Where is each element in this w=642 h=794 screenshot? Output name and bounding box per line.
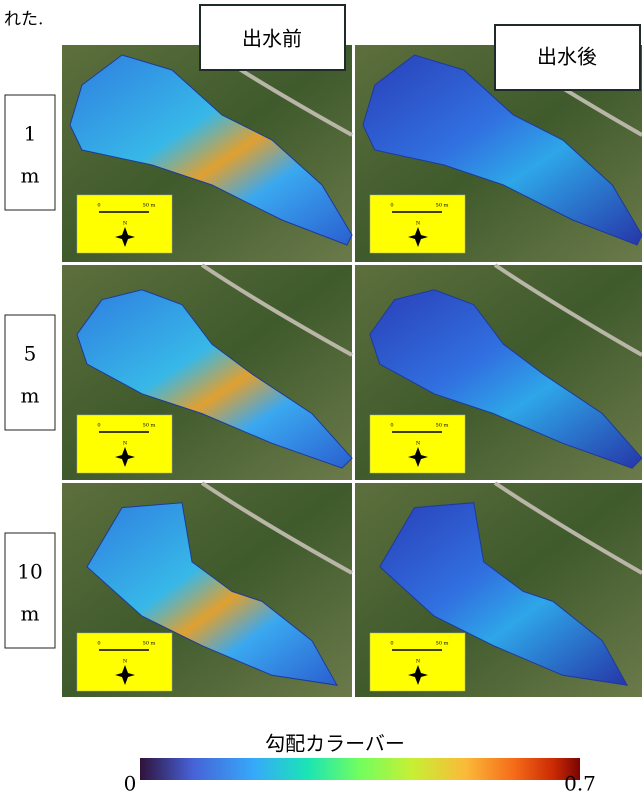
scale-length: 50 m: [143, 423, 156, 429]
scale-length: 50 m: [436, 203, 449, 209]
colorbar-min: 0: [124, 772, 137, 794]
north-label: N: [416, 659, 421, 665]
column-header: 出水後: [537, 45, 597, 69]
north-label: N: [416, 441, 421, 447]
row-label-unit: m: [21, 164, 40, 188]
caption-fragment: れた.: [4, 10, 43, 30]
row-label-box: [5, 315, 55, 430]
scale-length: 50 m: [436, 423, 449, 429]
scale-length: 50 m: [143, 203, 156, 209]
north-label: N: [123, 441, 128, 447]
figure: れた. 1 m 0 50 m N 0 50 m N 5 m 0 50 m N 0 50 m N 10 m 0 50 m…: [0, 0, 642, 794]
scale-zero: 0: [390, 203, 393, 209]
row-label-box: [5, 95, 55, 210]
colorbar: [140, 758, 580, 780]
row-label-unit: m: [21, 384, 40, 408]
page: れた. 1 m 0 50 m N 0 50 m N 5 m 0 50 m N 0 50 m N 10 m 0 50 m…: [0, 0, 642, 794]
row-label-unit: m: [21, 602, 40, 626]
row-label-value: 1: [24, 122, 37, 146]
row-label-value: 10: [17, 560, 42, 584]
scale-length: 50 m: [436, 641, 449, 647]
scale-zero: 0: [97, 641, 100, 647]
scale-zero: 0: [97, 423, 100, 429]
row-label-value: 5: [24, 342, 37, 366]
north-label: N: [123, 221, 128, 227]
scale-zero: 0: [390, 641, 393, 647]
north-label: N: [416, 221, 421, 227]
colorbar-max: 0.7: [564, 772, 596, 794]
row-label-box: [5, 533, 55, 648]
scale-length: 50 m: [143, 641, 156, 647]
north-label: N: [123, 659, 128, 665]
scale-zero: 0: [390, 423, 393, 429]
panels: 1 m 0 50 m N 0 50 m N 5 m 0 50 m N 0 50 m N 10 m 0 50 m N 0 50…: [5, 45, 642, 697]
colorbar-title: 勾配カラーバー: [265, 732, 405, 756]
column-header: 出水前: [242, 27, 302, 51]
scale-zero: 0: [97, 203, 100, 209]
